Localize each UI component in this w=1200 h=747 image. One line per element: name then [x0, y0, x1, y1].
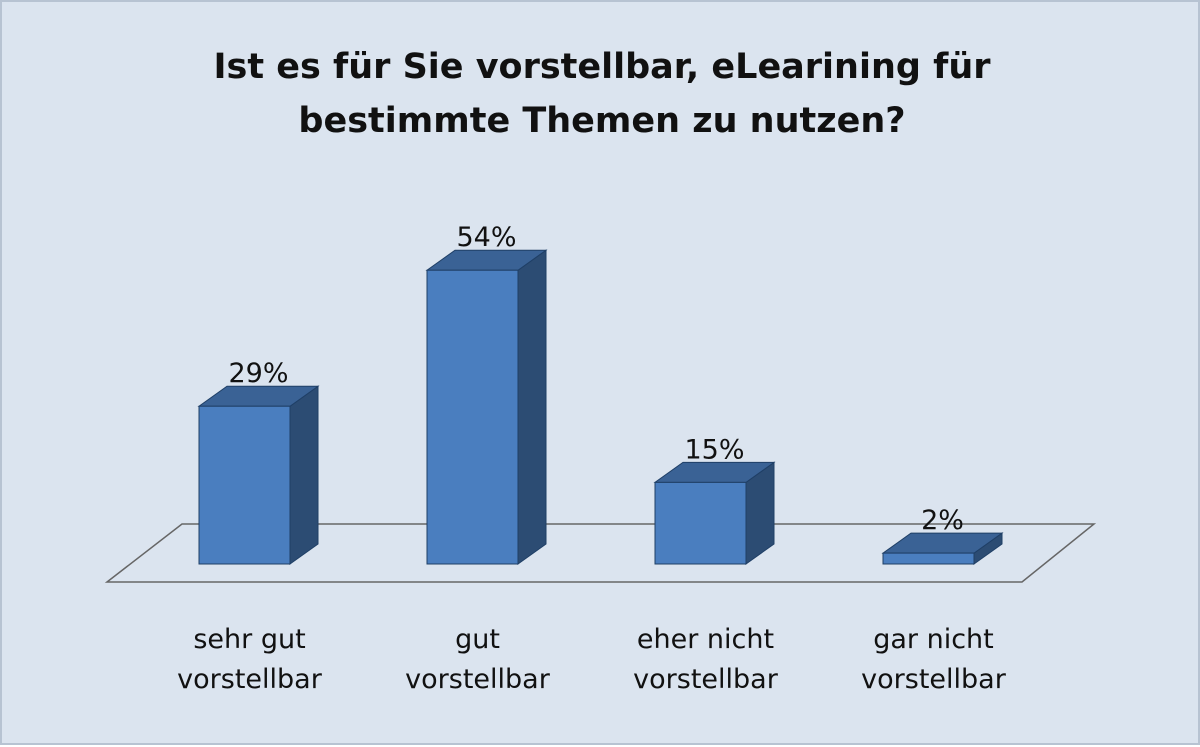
data-label: 2%: [921, 505, 964, 536]
chart-title: Ist es für Sie vorstellbar, eLearining f…: [213, 47, 991, 141]
bar-side: [517, 249, 547, 565]
data-label: 15%: [684, 434, 744, 465]
bar: [426, 269, 519, 565]
x-tick-label: sehr gut vorstellbar: [177, 624, 322, 695]
floor: [104, 523, 1097, 583]
x-tick-label: gut vorstellbar: [405, 624, 550, 695]
data-label: 29%: [228, 358, 288, 389]
x-tick-label: gar nicht vorstellbar: [861, 624, 1006, 695]
x-tick-label: eher nicht vorstellbar: [633, 624, 778, 695]
bar: [654, 481, 747, 565]
bar: [882, 552, 975, 565]
bar: [198, 405, 291, 565]
data-label: 54%: [456, 222, 516, 253]
bar-side: [289, 385, 319, 565]
